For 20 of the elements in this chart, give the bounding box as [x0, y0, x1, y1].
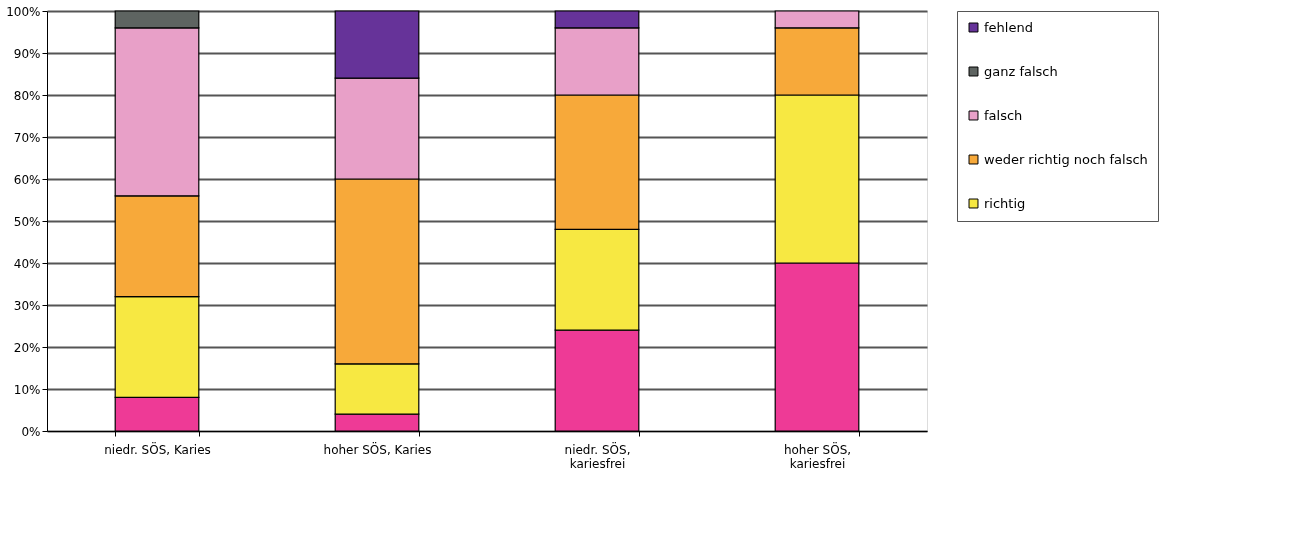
- legend-label: fehlend: [984, 19, 1033, 35]
- legend-label: weder richtig noch falsch: [984, 151, 1148, 167]
- y-tick-label: 0%: [21, 424, 41, 439]
- y-tick-label: 100%: [6, 4, 41, 19]
- y-tick-label: 20%: [13, 340, 41, 355]
- y-tick-label: 70%: [13, 130, 41, 145]
- legend-label: ganz falsch: [984, 63, 1058, 79]
- legend-label: falsch: [984, 107, 1023, 123]
- y-tick-label: 30%: [13, 298, 41, 313]
- y-tick-label: 40%: [13, 256, 41, 271]
- y-tick-label: 60%: [13, 172, 41, 187]
- x-tick-label: niedr. SÖS, Karies: [104, 440, 211, 457]
- y-tick-label: 10%: [13, 382, 41, 397]
- legend-label: richtig: [984, 195, 1026, 211]
- y-tick-label: 80%: [13, 88, 41, 103]
- y-tick-label: 50%: [13, 214, 41, 229]
- x-tick-label: hoher SÖS, kariesfrei: [783, 440, 852, 471]
- x-tick-label: hoher SÖS, Karies: [323, 440, 432, 457]
- y-tick-label: 90%: [13, 46, 41, 61]
- x-tick-label: niedr. SÖS, kariesfrei: [564, 440, 631, 471]
